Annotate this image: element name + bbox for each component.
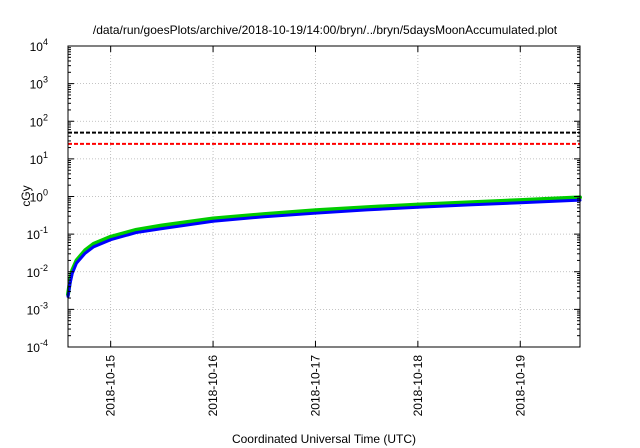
y-tick-label: 103 — [30, 75, 48, 92]
x-tick-label: 2018-10-17 — [308, 355, 322, 417]
y-tick-label: 10-3 — [27, 300, 48, 317]
y-tick-label: 104 — [30, 37, 48, 54]
y-axis: 10-4 10-3 10-2 10-1 100 101 102 103 104 — [27, 37, 580, 355]
x-axis: 2018-10-15 2018-10-16 2018-10-17 2018-10-18… — [104, 46, 527, 417]
x-tick-label: 2018-10-18 — [411, 355, 425, 417]
grid — [68, 46, 580, 347]
series-lines — [66, 195, 582, 298]
y-tick-label: 101 — [30, 150, 48, 167]
y-tick-label: 100 — [30, 188, 48, 205]
y-axis-label: cGy — [19, 185, 33, 206]
reference-lines — [68, 131, 580, 145]
series-line-2 — [66, 198, 582, 298]
chart-title: /data/run/goesPlots/archive/2018-10-19/1… — [93, 23, 558, 37]
x-axis-label: Coordinated Universal Time (UTC) — [232, 432, 416, 446]
x-tick-label: 2018-10-19 — [513, 355, 527, 417]
x-tick-label: 2018-10-16 — [206, 355, 220, 417]
y-tick-label: 10-1 — [27, 225, 48, 242]
y-tick-label: 10-2 — [27, 263, 48, 280]
x-tick-label: 2018-10-15 — [104, 355, 118, 417]
y-tick-label: 102 — [30, 112, 48, 129]
y-tick-label: 10-4 — [27, 338, 48, 355]
